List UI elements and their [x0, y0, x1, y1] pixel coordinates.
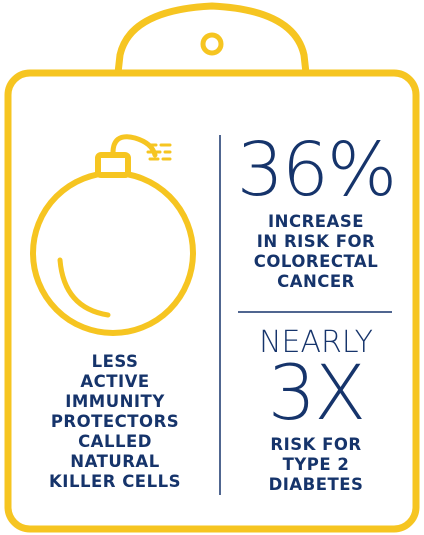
left-caption: LESS ACTIVE IMMUNITY PROTECTORS CALLED N…: [49, 352, 181, 491]
stat-bottom-prefix: NEARLY: [259, 325, 373, 360]
outer-frame: [4, 69, 420, 533]
bomb-icon: [30, 134, 196, 336]
stat-bottom-value: 3X: [267, 348, 366, 437]
hanger-hole: [200, 32, 224, 56]
stat-bottom-caption: RISK FOR TYPE 2 DIABETES: [268, 435, 364, 494]
stat-top-caption: INCREASE IN RISK FOR COLORECTAL CANCER: [253, 212, 379, 291]
stat-top-value: 36%: [236, 127, 397, 213]
hanger-icon: [114, 2, 310, 74]
